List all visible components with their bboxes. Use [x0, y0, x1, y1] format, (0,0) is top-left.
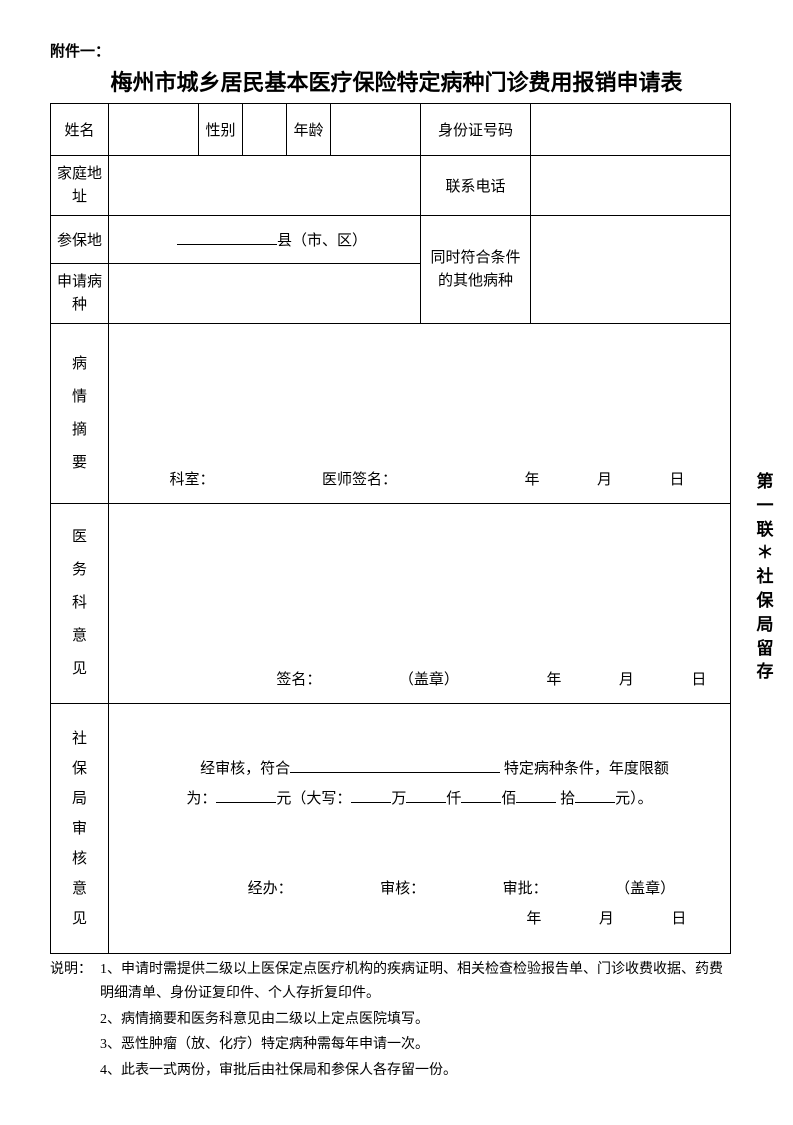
label-insured-place: 参保地: [51, 216, 109, 264]
note-3: 3、恶性肿瘤（放、化疗）特定病种需每年申请一次。: [100, 1033, 730, 1057]
field-phone[interactable]: [531, 156, 731, 216]
notes-label: 说明：: [50, 958, 100, 1085]
note-4: 4、此表一式两份，审批后由社保局和参保人各存留一份。: [100, 1059, 730, 1083]
label-social-approval: 社 保 局 审 核 意 见: [51, 704, 109, 954]
label-id-number: 身份证号码: [421, 104, 531, 156]
side-note: 第一联＊社保局留存: [755, 470, 775, 684]
notes-section: 说明： 1、申请时需提供二级以上医保定点医疗机构的疾病证明、相关检查检验报告单、…: [50, 958, 730, 1085]
field-id-number[interactable]: [531, 104, 731, 156]
field-other-disease[interactable]: [531, 216, 731, 324]
field-social-approval[interactable]: 经审核，符合 特定病种条件，年度限额 为：元（大写：万仟佰 拾元）。 经办： 审…: [109, 704, 731, 954]
page-title: 梅州市城乡居民基本医疗保险特定病种门诊费用报销申请表: [50, 65, 743, 97]
label-age: 年龄: [287, 104, 331, 156]
field-medical-opinion[interactable]: 签名： （盖章） 年 月 日: [109, 504, 731, 704]
application-form: 姓名 性别 年龄 身份证号码 家庭地址 联系电话 参保地 县（市、区）: [50, 103, 731, 954]
attachment-label: 附件一：: [50, 40, 743, 61]
label-other-disease: 同时符合条件 的其他病种: [421, 216, 531, 324]
note-1: 1、申请时需提供二级以上医保定点医疗机构的疾病证明、相关检查检验报告单、门诊收费…: [100, 958, 730, 1006]
label-gender: 性别: [199, 104, 243, 156]
label-medical-opinion: 医 务 科 意 见: [51, 504, 109, 704]
label-summary: 病 情 摘 要: [51, 324, 109, 504]
label-apply-disease: 申请病种: [51, 264, 109, 324]
field-name[interactable]: [109, 104, 199, 156]
field-insured-place[interactable]: 县（市、区）: [109, 216, 421, 264]
field-summary[interactable]: 科室： 医师签名： 年 月 日: [109, 324, 731, 504]
field-age[interactable]: [331, 104, 421, 156]
field-apply-disease[interactable]: [109, 264, 421, 324]
label-phone: 联系电话: [421, 156, 531, 216]
label-home-address: 家庭地址: [51, 156, 109, 216]
label-name: 姓名: [51, 104, 109, 156]
note-2: 2、病情摘要和医务科意见由二级以上定点医院填写。: [100, 1008, 730, 1032]
field-gender[interactable]: [243, 104, 287, 156]
field-home-address[interactable]: [109, 156, 421, 216]
